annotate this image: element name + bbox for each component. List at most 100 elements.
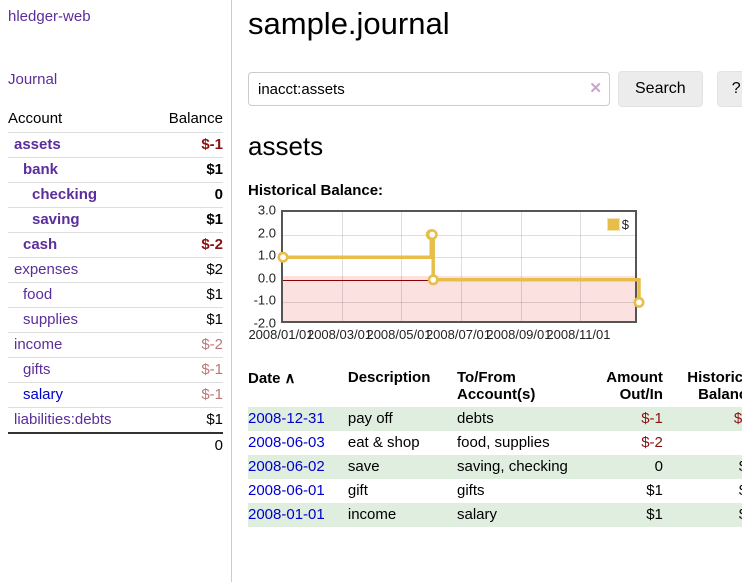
transaction-amount: 0 — [654, 458, 663, 475]
account-name-cell: cash — [8, 232, 150, 258]
y-axis-tick-label: 0.0 — [257, 270, 276, 286]
account-balance: $-2 — [149, 232, 223, 258]
sidebar: hledger-web Journal Account Balance asse… — [0, 0, 232, 582]
account-row: supplies $1 — [8, 307, 223, 333]
account-link[interactable]: food — [23, 286, 53, 303]
account-balance: $-1 — [149, 132, 223, 158]
account-balance: $-2 — [149, 332, 223, 358]
account-balance: $1 — [149, 207, 223, 233]
account-link[interactable]: salary — [23, 386, 64, 403]
account-balance: $-1 — [149, 357, 223, 383]
account-balance: $2 — [149, 257, 223, 283]
account-balance: 0 — [149, 182, 223, 208]
legend-label: $ — [621, 217, 629, 232]
sort-ascending-icon[interactable]: ∧ — [284, 370, 296, 387]
transaction-date-link[interactable]: 2008-12-31 — [248, 410, 325, 427]
search-input[interactable] — [248, 72, 610, 106]
account-name-cell: liabilities:debts — [8, 407, 150, 433]
transaction-balance: $2 — [663, 479, 742, 503]
series-marker[interactable] — [427, 274, 439, 286]
transaction-date-link[interactable]: 2008-06-03 — [248, 434, 325, 451]
register-table-body: 2008-12-31 pay off debts $-1 $-1 2008-06-03 ea… — [248, 407, 742, 527]
accounts-total-spacer — [8, 432, 150, 458]
register-column-header: Amount Out/In — [606, 369, 663, 403]
chart-series-svg — [277, 229, 645, 308]
account-balance: $1 — [149, 282, 223, 308]
x-axis-tick-label: 2008/03/01 — [306, 327, 373, 342]
register-column-header: Historical Balance — [687, 369, 742, 403]
accounts-total-value: 0 — [149, 432, 223, 458]
account-balance: $1 — [149, 407, 223, 433]
account-link[interactable]: liabilities:debts — [14, 411, 112, 428]
gridline-horizontal — [283, 234, 635, 236]
transaction-row: 2008-01-01 income salary $1$1 — [248, 503, 742, 527]
account-heading: assets — [248, 131, 324, 161]
transaction-balance: $2 — [663, 455, 742, 479]
account-link[interactable]: income — [14, 336, 63, 353]
gridline-vertical — [460, 212, 462, 321]
y-axis-tick-label: -2.0 — [253, 315, 276, 331]
x-axis-tick-label: 2008/07/01 — [425, 327, 492, 342]
account-name-cell: food — [8, 282, 150, 308]
account-link[interactable]: bank — [23, 161, 59, 178]
account-link[interactable]: cash — [23, 236, 58, 253]
accounts-header-account: Account — [8, 110, 63, 127]
help-button[interactable]: ? — [716, 71, 742, 107]
account-name-cell: income — [8, 332, 150, 358]
account-link[interactable]: expenses — [14, 261, 79, 278]
chart-negative-zone — [283, 275, 635, 321]
register-table: Date ∧ Description To/From Account(s) Amount… — [248, 367, 742, 527]
accounts-header-balance: Balance — [168, 110, 223, 127]
x-axis-tick-label: 2008/11/01 — [546, 327, 611, 342]
series-marker[interactable] — [277, 251, 289, 263]
account-link[interactable]: saving — [32, 211, 80, 228]
transaction-date-cell: 2008-06-03 — [248, 431, 348, 455]
transaction-date-cell: 2008-01-01 — [248, 503, 348, 527]
series-marker[interactable] — [633, 296, 645, 308]
accounts-total-row: 0 — [8, 432, 223, 458]
transaction-date-link[interactable]: 2008-06-02 — [248, 458, 325, 475]
brand-link[interactable]: hledger-web — [8, 8, 91, 25]
transaction-amount: $-2 — [641, 434, 663, 451]
transaction-description: gift — [347, 482, 368, 499]
register-column-header[interactable]: Date ∧ — [248, 370, 296, 387]
account-link[interactable]: supplies — [23, 311, 79, 328]
legend-swatch-icon — [606, 218, 620, 231]
chart-heading: Historical Balance: — [248, 182, 384, 199]
account-name-cell: checking — [8, 182, 150, 208]
transaction-date-cell: 2008-12-31 — [248, 407, 348, 431]
register-header-row: Date ∧ Description To/From Account(s) Amount… — [248, 367, 742, 407]
transaction-amount: $1 — [646, 506, 663, 523]
gridline-horizontal — [283, 257, 635, 259]
account-row: assets $-1 — [8, 132, 223, 158]
gridline-vertical — [580, 212, 582, 321]
register-column-header: Description — [347, 369, 431, 386]
series-line — [283, 232, 641, 303]
account-row: gifts $-1 — [8, 357, 223, 383]
transaction-row: 2008-06-01 gift gifts $1$2 — [248, 479, 742, 503]
account-row: expenses $2 — [8, 257, 223, 283]
series-marker[interactable] — [426, 229, 438, 241]
account-link[interactable]: gifts — [23, 361, 51, 378]
transaction-accounts: food, supplies — [457, 434, 550, 451]
x-axis-tick-label: 2008/01/01 — [248, 327, 314, 342]
transaction-date-link[interactable]: 2008-01-01 — [248, 506, 325, 523]
y-axis-tick-label: 3.0 — [257, 202, 276, 218]
account-row: food $1 — [8, 282, 223, 308]
transaction-balance: $1 — [663, 503, 742, 527]
transaction-balance: 0 — [663, 431, 742, 455]
clear-search-icon[interactable]: ✕ — [589, 80, 602, 97]
account-name-cell: expenses — [8, 257, 150, 283]
account-row: income $-2 — [8, 332, 223, 358]
account-row: checking 0 — [8, 182, 223, 208]
search-button[interactable]: Search — [618, 71, 703, 107]
account-row: cash $-2 — [8, 232, 223, 258]
transaction-description: save — [347, 458, 380, 475]
account-link[interactable]: checking — [32, 186, 98, 203]
page-title: sample.journal — [248, 6, 450, 41]
account-row: bank $1 — [8, 157, 223, 183]
accounts-table-body: assets $-1 bank $1 checking 0 saving $1 cash $-2 e… — [8, 132, 223, 458]
transaction-date-link[interactable]: 2008-06-01 — [248, 482, 325, 499]
account-link[interactable]: assets — [14, 136, 61, 153]
sidebar-item-journal[interactable]: Journal — [8, 71, 58, 88]
